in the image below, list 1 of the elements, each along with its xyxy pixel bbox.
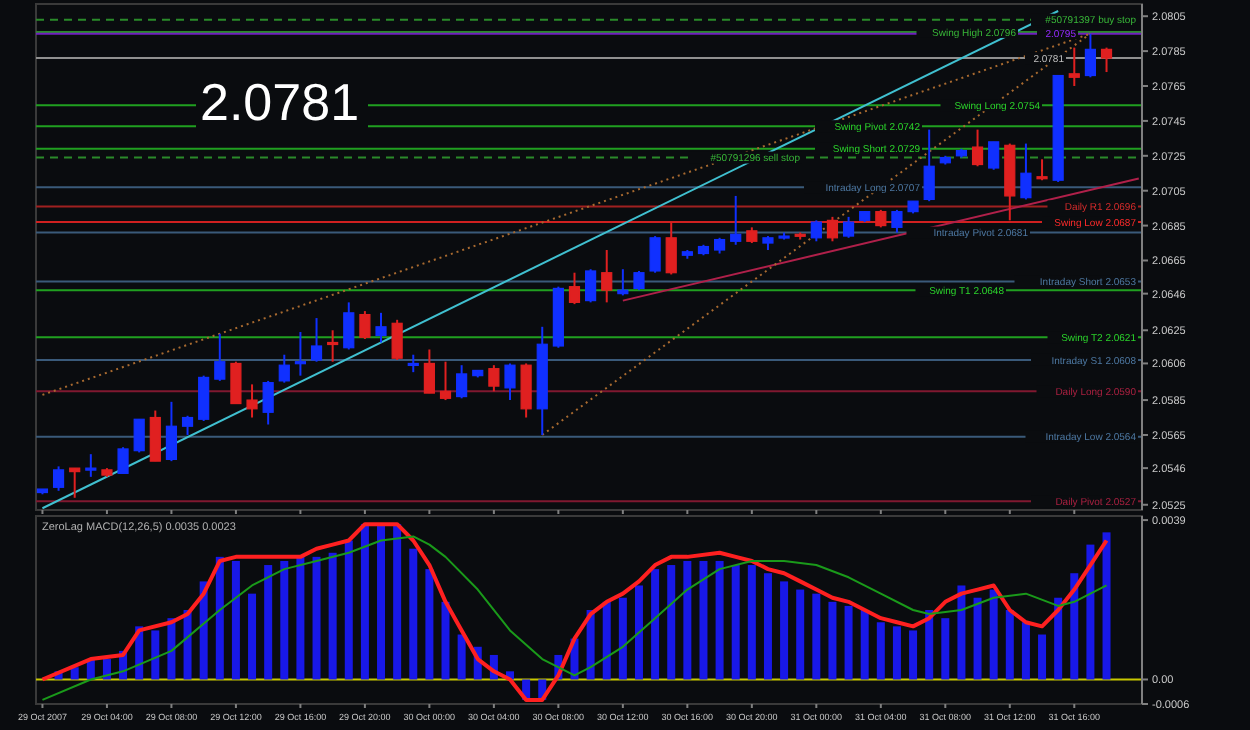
annotation: 2.0781 [200, 72, 360, 132]
